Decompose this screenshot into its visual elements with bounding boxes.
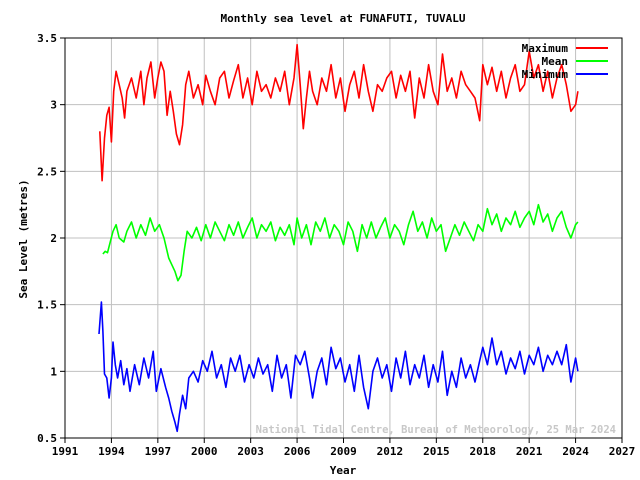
x-tick-label: 2027 bbox=[609, 445, 636, 458]
y-axis-label: Sea Level (metres) bbox=[17, 179, 30, 298]
series-line-maximum bbox=[99, 43, 579, 182]
x-tick-label: 1997 bbox=[145, 445, 172, 458]
x-tick-label: 2024 bbox=[562, 445, 589, 458]
x-tick-label: 1994 bbox=[98, 445, 125, 458]
credit-layer: National Tidal Centre, Bureau of Meteoro… bbox=[256, 424, 616, 436]
x-tick-label: 2000 bbox=[191, 445, 218, 458]
x-axis-label: Year bbox=[330, 464, 357, 477]
legend-label-minimum: Minimum bbox=[522, 68, 569, 81]
y-tick-label: 3 bbox=[50, 99, 57, 112]
chart-title: Monthly sea level at FUNAFUTI, TUVALU bbox=[220, 12, 465, 25]
series-line-minimum bbox=[98, 301, 579, 433]
y-tick-label: 0.5 bbox=[37, 432, 57, 445]
x-tick-label: 2021 bbox=[516, 445, 543, 458]
legend-label-maximum: Maximum bbox=[522, 42, 569, 55]
x-tick-label: 2012 bbox=[377, 445, 404, 458]
x-tick-label: 2015 bbox=[423, 445, 450, 458]
y-tick-label: 3.5 bbox=[37, 32, 57, 45]
x-tick-label: 2018 bbox=[470, 445, 497, 458]
x-tick-label: 2009 bbox=[330, 445, 357, 458]
series-line-mean bbox=[102, 203, 579, 282]
x-tick-label: 1991 bbox=[52, 445, 79, 458]
x-tick-label: 2003 bbox=[237, 445, 264, 458]
y-tick-label: 1.5 bbox=[37, 299, 57, 312]
credit-text: National Tidal Centre, Bureau of Meteoro… bbox=[256, 424, 616, 436]
y-tick-label: 2.5 bbox=[37, 165, 57, 178]
series-layer bbox=[98, 43, 579, 433]
axis-ticks: 1991 1994 1997 2000 2003 2006 2009 2012 2015 2018… bbox=[37, 32, 635, 458]
legend-label-mean: Mean bbox=[542, 55, 569, 68]
y-tick-label: 2 bbox=[50, 232, 57, 245]
x-tick-label: 2006 bbox=[284, 445, 311, 458]
y-tick-label: 1 bbox=[50, 365, 57, 378]
